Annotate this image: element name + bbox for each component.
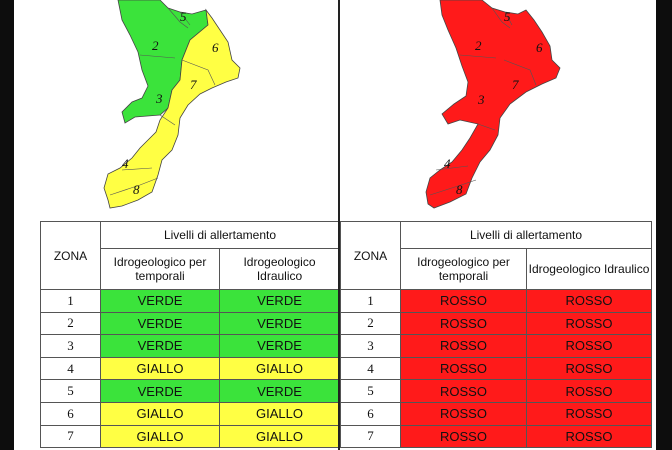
level-idraulico: ROSSO bbox=[526, 311, 652, 336]
level-idraulico: VERDE bbox=[219, 379, 340, 403]
col-header-idraulico: Idrogeologico Idraulico bbox=[219, 248, 340, 290]
level-temporali: ROSSO bbox=[400, 334, 527, 358]
map-zone-label-4: 4 bbox=[444, 156, 451, 171]
map-zone-label-7: 7 bbox=[190, 77, 197, 92]
table-row: 5 VERDE VERDE bbox=[40, 379, 340, 403]
level-idraulico: ROSSO bbox=[526, 424, 652, 449]
level-idraulico: VERDE bbox=[219, 289, 340, 313]
level-temporali: ROSSO bbox=[400, 401, 527, 426]
table-row: 3 VERDE VERDE bbox=[40, 334, 340, 358]
right-dark-border bbox=[656, 0, 672, 450]
zone-number: 7 bbox=[340, 424, 401, 449]
map-zone-label-6: 6 bbox=[536, 40, 543, 55]
zone-number: 6 bbox=[340, 401, 401, 426]
table-row: 5 ROSSO ROSSO bbox=[340, 379, 652, 403]
level-temporali: ROSSO bbox=[400, 356, 527, 381]
map-zone-label-3: 3 bbox=[155, 91, 163, 106]
map-zone-label-8: 8 bbox=[133, 182, 140, 197]
zone-number: 4 bbox=[340, 356, 401, 381]
level-temporali: ROSSO bbox=[400, 424, 527, 449]
map-zone-label-5: 5 bbox=[504, 9, 511, 24]
map-zone-label-8: 8 bbox=[456, 182, 463, 197]
zone-number: 6 bbox=[40, 401, 101, 426]
level-idraulico: VERDE bbox=[219, 311, 340, 336]
level-idraulico: GIALLO bbox=[219, 356, 340, 381]
left-alert-panel: 5 2 6 7 3 4 8 ZONA Livelli di allertamen… bbox=[40, 0, 340, 450]
table-row: 6 GIALLO GIALLO bbox=[40, 401, 340, 426]
col-header-temporali: Idrogeologico per temporali bbox=[400, 248, 527, 290]
level-temporali: GIALLO bbox=[100, 424, 220, 449]
col-header-temporali: Idrogeologico per temporali bbox=[100, 248, 220, 290]
zone-number: 4 bbox=[40, 356, 101, 381]
table-row: 2 ROSSO ROSSO bbox=[340, 311, 652, 336]
map-zone-label-4: 4 bbox=[122, 156, 129, 171]
col-header-idraulico: Idrogeologico Idraulico bbox=[526, 248, 652, 290]
table-row: 6 ROSSO ROSSO bbox=[340, 401, 652, 426]
level-idraulico: GIALLO bbox=[219, 401, 340, 426]
map-zone-label-7: 7 bbox=[512, 77, 519, 92]
zone-number: 1 bbox=[340, 289, 401, 313]
level-idraulico: GIALLO bbox=[219, 424, 340, 449]
map-zone-label-3: 3 bbox=[477, 92, 485, 107]
table-row: 4 ROSSO ROSSO bbox=[340, 356, 652, 381]
left-alert-table: ZONA Livelli di allertamento Idrogeologi… bbox=[40, 221, 340, 449]
table-row: 1 ROSSO ROSSO bbox=[340, 289, 652, 313]
left-dark-border bbox=[0, 0, 14, 450]
level-temporali: VERDE bbox=[100, 289, 220, 313]
zona-header: ZONA bbox=[40, 221, 101, 290]
level-temporali: ROSSO bbox=[400, 289, 527, 313]
level-idraulico: ROSSO bbox=[526, 401, 652, 426]
zone-number: 1 bbox=[40, 289, 101, 313]
level-temporali: VERDE bbox=[100, 379, 220, 403]
zone-number: 2 bbox=[340, 311, 401, 336]
right-alert-table: ZONA Livelli di allertamento Idrogeologi… bbox=[340, 221, 652, 449]
level-idraulico: ROSSO bbox=[526, 356, 652, 381]
table-row: 7 ROSSO ROSSO bbox=[340, 424, 652, 449]
level-idraulico: ROSSO bbox=[526, 289, 652, 313]
level-temporali: GIALLO bbox=[100, 401, 220, 426]
level-temporali: ROSSO bbox=[400, 311, 527, 336]
table-row: 3 ROSSO ROSSO bbox=[340, 334, 652, 358]
level-temporali: ROSSO bbox=[400, 379, 527, 403]
map-zone-label-2: 2 bbox=[152, 38, 159, 53]
table-row: 2 VERDE VERDE bbox=[40, 311, 340, 336]
map-zone-label-6: 6 bbox=[212, 40, 219, 55]
map-zone-label-2: 2 bbox=[475, 38, 482, 53]
zone-number: 3 bbox=[340, 334, 401, 358]
zone-number: 2 bbox=[40, 311, 101, 336]
right-region-map: 5 2 6 7 3 4 8 bbox=[425, 0, 561, 209]
zone-number: 5 bbox=[40, 379, 101, 403]
right-alert-panel: 5 2 6 7 3 4 8 ZONA Livelli di allertamen… bbox=[340, 0, 652, 450]
levels-header: Livelli di allertamento bbox=[100, 221, 340, 249]
level-temporali: GIALLO bbox=[100, 356, 220, 381]
zone-number: 5 bbox=[340, 379, 401, 403]
zona-header: ZONA bbox=[340, 221, 401, 290]
table-row: 7 GIALLO GIALLO bbox=[40, 424, 340, 449]
level-idraulico: VERDE bbox=[219, 334, 340, 358]
level-temporali: VERDE bbox=[100, 311, 220, 336]
map-zone-label-5: 5 bbox=[180, 9, 187, 24]
levels-header: Livelli di allertamento bbox=[400, 221, 652, 249]
zone-number: 7 bbox=[40, 424, 101, 449]
level-idraulico: ROSSO bbox=[526, 334, 652, 358]
panel-divider bbox=[338, 0, 340, 450]
table-row: 4 GIALLO GIALLO bbox=[40, 356, 340, 381]
table-row: 1 VERDE VERDE bbox=[40, 289, 340, 313]
zone-number: 3 bbox=[40, 334, 101, 358]
left-region-map: 5 2 6 7 3 4 8 bbox=[103, 0, 241, 209]
level-idraulico: ROSSO bbox=[526, 379, 652, 403]
level-temporali: VERDE bbox=[100, 334, 220, 358]
